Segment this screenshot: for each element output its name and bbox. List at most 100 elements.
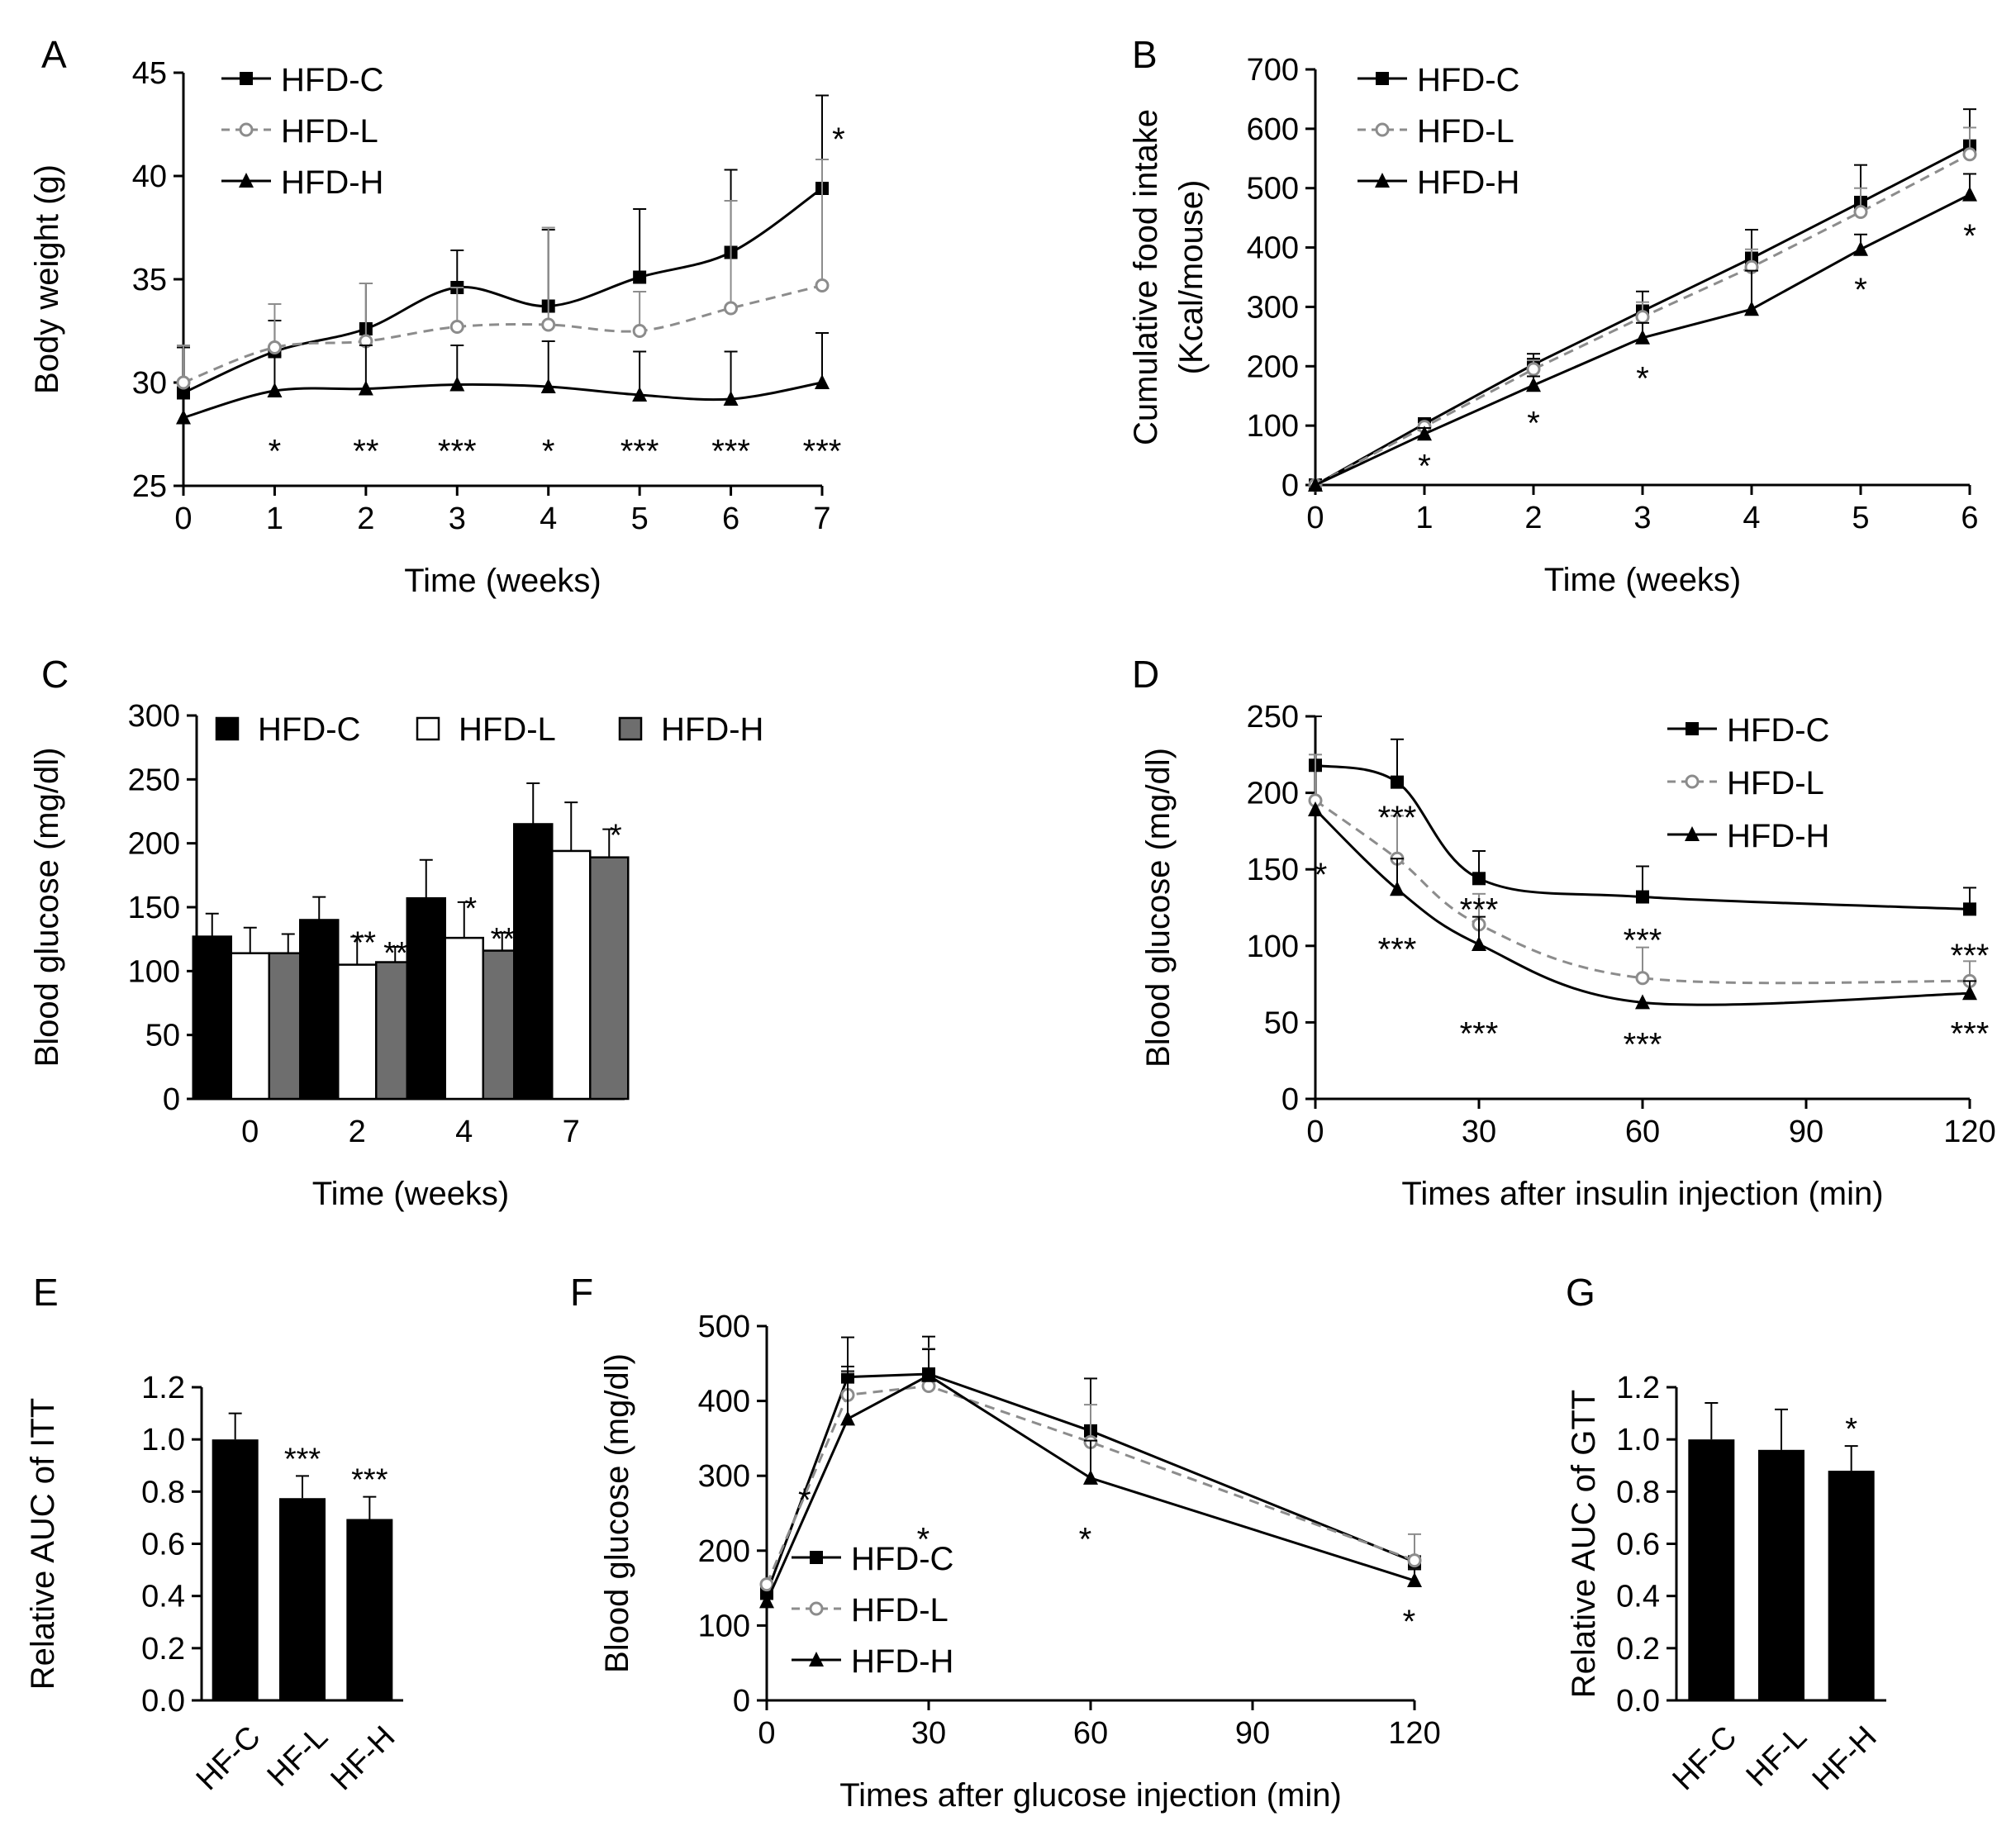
data-point [815,278,830,292]
y-tick-label: 100 [698,1609,750,1643]
data-point [815,374,830,389]
y-tick-label: 500 [1247,172,1299,207]
bar-hfd-c [299,919,340,1101]
legend-label: HFD-L [1727,765,1824,801]
significance-label: *** [351,1463,388,1498]
data-point [1526,362,1541,377]
significance-label: *** [383,936,421,971]
legend-item: HFD-L [1667,765,1824,801]
significance-label: * [1845,1412,1857,1447]
bar-hfd-c [513,823,554,1101]
y-tick-label: 40 [132,159,167,194]
x-tick-label: 30 [911,1716,946,1751]
legend-marker [1685,826,1700,841]
x-tick-label: 60 [1073,1716,1108,1751]
y-tick-label: 300 [128,699,180,734]
data-point [632,324,647,338]
x-tick-label: 0 [1306,501,1324,535]
legend-item: HFD-L [416,711,556,748]
significance-label: * [1636,361,1649,397]
data-point [759,1577,774,1592]
legend-marker [1685,774,1700,789]
data-point [759,1593,774,1609]
significance-label: *** [284,1442,321,1476]
y-tick-label: 1.0 [141,1423,185,1457]
data-point [1391,775,1404,789]
data-point [1962,985,1977,1001]
data-point [1636,890,1649,904]
x-axis-title: Time (weeks) [404,563,601,599]
panel-f: F 0 100 200 300 400 500 0 30 60 90 120 Blood glucose… [570,1271,1441,1814]
panel-letter: D [1132,653,1159,696]
significance-label: *** [620,434,659,470]
series-hfd-l [1308,126,1977,492]
significance-label: *** [1624,922,1662,958]
y-tick-label: 0.2 [141,1632,185,1666]
data-point [267,383,283,397]
significance-label: ** [351,926,376,961]
y-tick-label: 0.4 [141,1580,185,1614]
x-tick-label: 5 [1852,501,1869,535]
x-tick-label: 90 [1235,1716,1270,1751]
legend-item: HFD-C [1357,62,1519,98]
legend-swatch [618,716,643,741]
y-tick-label: 35 [132,263,167,297]
data-point [358,380,373,396]
series-hfd-h [176,332,830,425]
legend-item: HFD-H [618,711,763,748]
legend-marker [239,122,254,137]
x-tick-label: 0 [174,502,192,536]
data-point [1308,477,1323,492]
x-axis-title: Time (weeks) [312,1176,510,1212]
series-line [183,381,823,419]
panel-d: D 0 50 100 150 200 250 0 30 60 90 120 Blood glucose … [1132,653,1996,1212]
legend-label: HFD-L [459,711,556,748]
x-tick-label: 1 [266,502,283,536]
data-point [177,386,190,400]
legend-marker [1375,173,1390,188]
data-point [633,270,647,284]
y-tick-label: 200 [128,827,180,862]
significance-label: * [464,891,477,926]
y-tick-label: 1.0 [1616,1423,1660,1457]
significance-label: * [610,819,622,853]
panel-g: G 0.0 0.2 0.4 0.6 0.8 1.0 1.2 Relative AUC of GT… [1566,1271,1886,1797]
y-tick-label: 0 [733,1684,750,1719]
bar-hfd-l [337,963,378,1101]
legend-marker [1686,722,1699,735]
bar [346,1519,393,1700]
significance-label: * [1963,218,1976,254]
y-axis-title-line2: (Kcal/mouse) [1173,180,1210,375]
data-point [1083,1469,1098,1485]
legend-item: HFD-H [792,1643,953,1680]
y-tick-label: 0.8 [1616,1475,1660,1510]
legend-item: HFD-C [221,62,383,98]
series-hfd-h [1308,801,1977,1010]
x-tick-label: 4 [1743,501,1760,535]
series-line [1314,808,1971,1006]
bar-hfd-l [230,952,270,1101]
x-tick-label: HF-H [1806,1719,1884,1797]
data-point [176,375,191,390]
legend-item: HFD-H [1667,818,1829,854]
y-tick-label: 600 [1247,112,1299,147]
y-tick-label: 0.8 [141,1475,185,1510]
x-axis-title: Times after insulin injection (min) [1401,1176,1883,1212]
legend-marker [809,1652,824,1666]
y-tick-label: 0.0 [141,1684,185,1719]
panel-letter: E [33,1271,59,1314]
bar-hfd-l [551,849,592,1101]
x-tick-label: 3 [449,502,466,536]
x-tick-label: 4 [540,502,557,536]
panel-letter: G [1566,1271,1595,1314]
data-point [1853,240,1868,256]
panel-letter: B [1132,33,1158,76]
legend-marker [1376,72,1389,85]
significance-label: * [1527,406,1540,442]
x-tick-label: 120 [1943,1115,1995,1149]
data-point [1962,186,1977,202]
x-tick-label: 0 [1306,1115,1324,1149]
bar [1758,1449,1804,1700]
significance-label: *** [491,922,528,957]
